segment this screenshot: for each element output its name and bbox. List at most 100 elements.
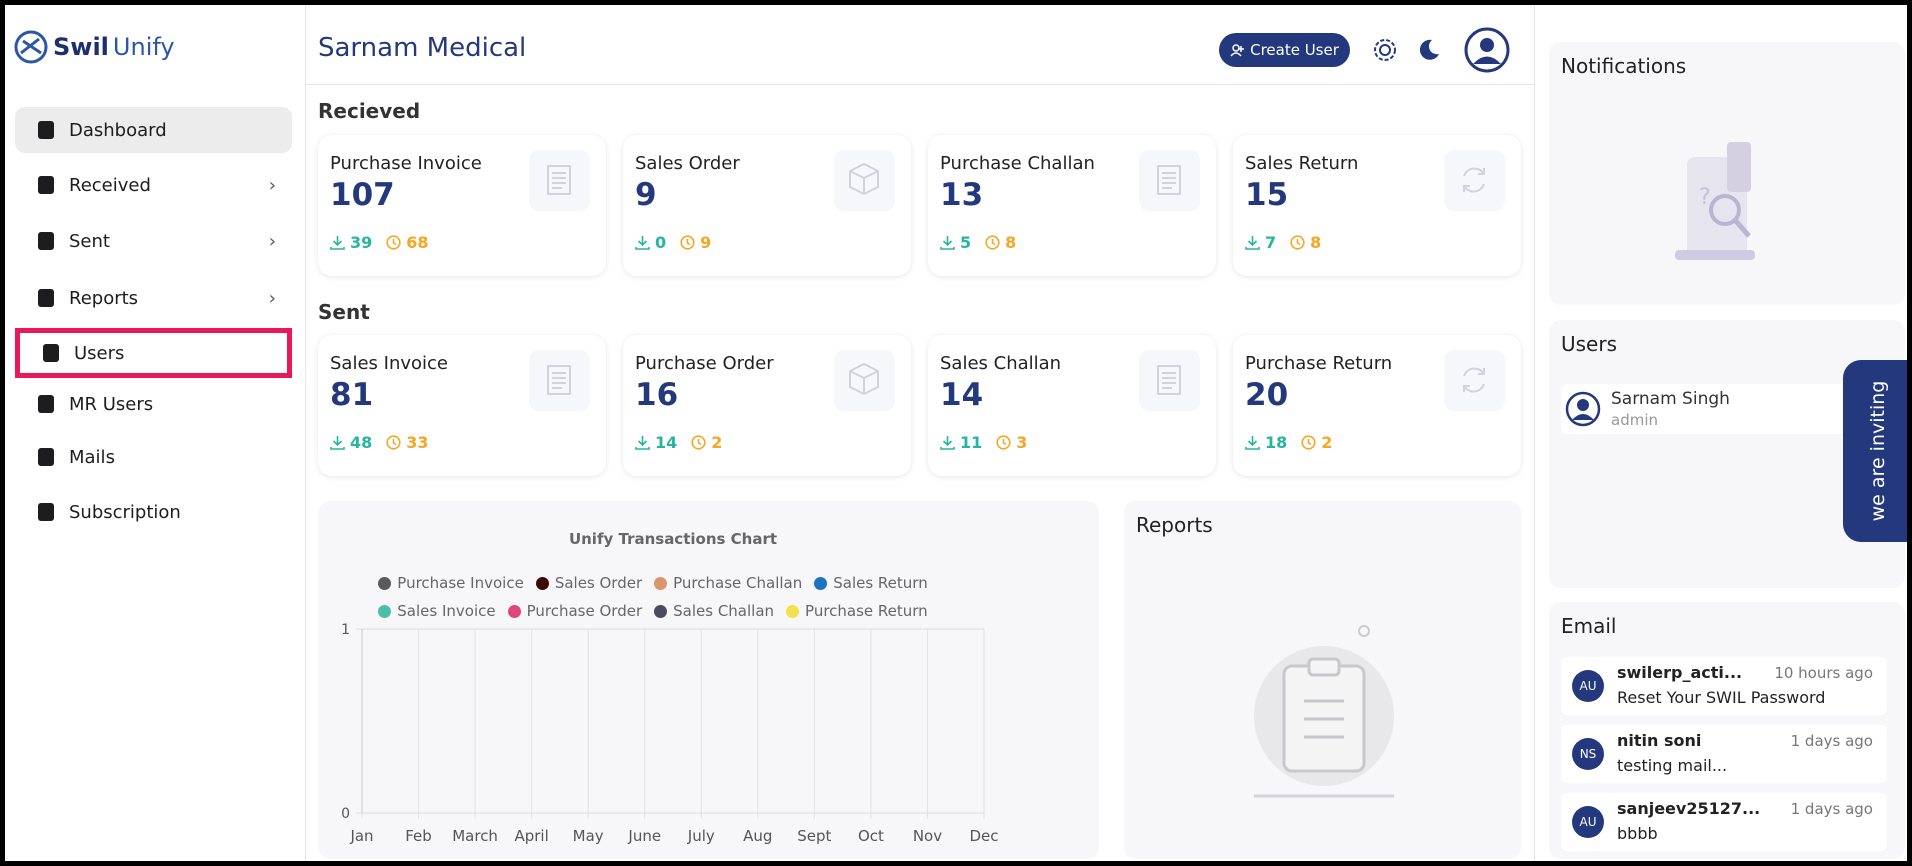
stat-card[interactable]: Sales Challan 14 11 3 [928,335,1216,476]
downloaded: 14 [635,433,677,452]
icon-shape [392,239,397,246]
empty-illustration: ? [1675,142,1755,260]
user-role: admin [1611,411,1658,429]
user-name: Sarnam Singh [1611,389,1730,409]
icon-shape [1301,435,1316,450]
stat-card[interactable]: Purchase Challan 13 5 8 [928,135,1216,276]
sidebar: Swil Unify [5,5,306,861]
legend-item[interactable]: Sales Invoice [378,602,496,620]
email-time: 10 hours ago [1774,664,1873,682]
legend-item[interactable]: Sales Challan [654,602,774,620]
chart: Unify Transactions Chart Jan Feb March April… [341,530,998,845]
icon-shape [1245,236,1260,250]
button-label: Create User [1250,41,1339,59]
icon-bg [1139,350,1200,411]
email-time: 1 days ago [1790,800,1873,818]
icon-shape [940,236,955,250]
download-icon [1245,236,1260,250]
legend-swatch [814,576,828,590]
logo[interactable]: Swil Unify [13,29,175,65]
icon-shape [1463,367,1485,393]
theme-icon[interactable] [1416,37,1442,63]
icon-bg [1139,150,1200,211]
avatar[interactable] [1464,27,1510,73]
email-item[interactable]: AU swilerp_acti... 10 hours ago Reset Your … [1561,657,1887,715]
clock-icon [680,235,695,250]
icon-shape [1162,372,1176,389]
legend-item[interactable]: Purchase Order [507,602,642,620]
clock-icon [691,435,706,450]
invite-text: we are inviting [1867,380,1889,522]
legend-item[interactable]: Sales Return [814,574,928,592]
legend-row: Sales Invoice Purchase Order Sales Challan… [358,597,948,625]
pending: 9 [680,233,711,252]
initials: NS [1579,747,1597,761]
nav-item[interactable]: Users [15,328,292,378]
email-item[interactable]: AU sanjeev25127... 1 days ago bbbb [1561,793,1887,851]
initials: AU [1579,815,1597,829]
download-icon [330,436,345,450]
user-item[interactable]: Sarnam Singh admin [1561,384,1845,434]
pending: 8 [985,233,1016,252]
create-user-button[interactable]: Create User [1219,33,1350,67]
card-stats: 11 3 [940,433,1027,452]
legend-item[interactable]: Sales Order [535,574,642,592]
email-item[interactable]: NS nitin soni 1 days ago testing mail... [1561,725,1887,783]
card-total: 107 [330,177,395,213]
nav-icon [38,395,54,413]
downloaded: 18 [1245,433,1287,452]
clock-icon [386,435,401,450]
x-tick-label: July [687,827,715,845]
panel-title: Notifications [1561,54,1687,78]
download-icon [940,236,955,250]
icon-shape [43,344,59,362]
nav-item[interactable]: MR Users [15,381,292,427]
legend-label: Sales Challan [673,602,775,620]
legend-item[interactable]: Purchase Return [786,602,928,620]
card-total: 13 [940,177,984,213]
nav-item[interactable]: Reports › [15,275,292,321]
icon-shape [940,436,955,450]
nav-item[interactable]: Dashboard [15,107,292,153]
email-avatar: NS [1572,738,1604,770]
icon-shape [697,439,702,446]
icon-shape [547,165,571,195]
pending: 68 [386,233,429,252]
legend-item[interactable]: Purchase Invoice [378,574,524,592]
settings-icon[interactable] [1372,37,1398,63]
icon-shape [691,435,706,450]
card-total: 20 [1245,377,1289,413]
invite-tab[interactable]: we are inviting [1843,360,1907,542]
nav-item[interactable]: Mails [15,434,292,480]
x-tick-label: Feb [405,827,432,845]
pending-count: 3 [1016,433,1028,452]
stat-card[interactable]: Purchase Order 16 14 2 [623,335,911,476]
stat-card[interactable]: Sales Order 9 0 9 [623,135,911,276]
card-total: 15 [1245,177,1289,213]
stat-card[interactable]: Sales Invoice 81 48 33 [318,335,606,476]
icon-shape [686,239,691,246]
icon-shape [392,439,397,446]
nav-item[interactable]: Received › [15,162,292,208]
header: Sarnam Medical Create User [306,5,1534,85]
legend-item[interactable]: Purchase Challan [654,574,802,592]
downloaded: 0 [635,233,666,252]
svg-text:?: ? [1699,185,1711,210]
legend-swatch [654,604,668,618]
icon-shape [1162,172,1176,189]
empty-illustration [1254,625,1394,798]
card-icon [1139,350,1200,411]
legend: Purchase Invoice Sales Order Purchase Chal… [358,569,948,625]
nav-item[interactable]: Sent › [15,218,292,264]
stat-card[interactable]: Purchase Invoice 107 39 68 [318,135,606,276]
card-total: 9 [635,177,657,213]
nav-item[interactable]: Subscription [15,489,292,535]
icon-bg [1444,150,1505,211]
stat-card[interactable]: Purchase Return 20 18 2 [1233,335,1521,476]
icon-shape [38,289,54,307]
notifications-panel: Notifications ? [1549,42,1905,305]
legend-label: Purchase Challan [673,574,803,592]
stat-card[interactable]: Sales Return 15 7 8 [1233,135,1521,276]
nav-icon [38,503,54,521]
icon-shape [991,239,996,246]
